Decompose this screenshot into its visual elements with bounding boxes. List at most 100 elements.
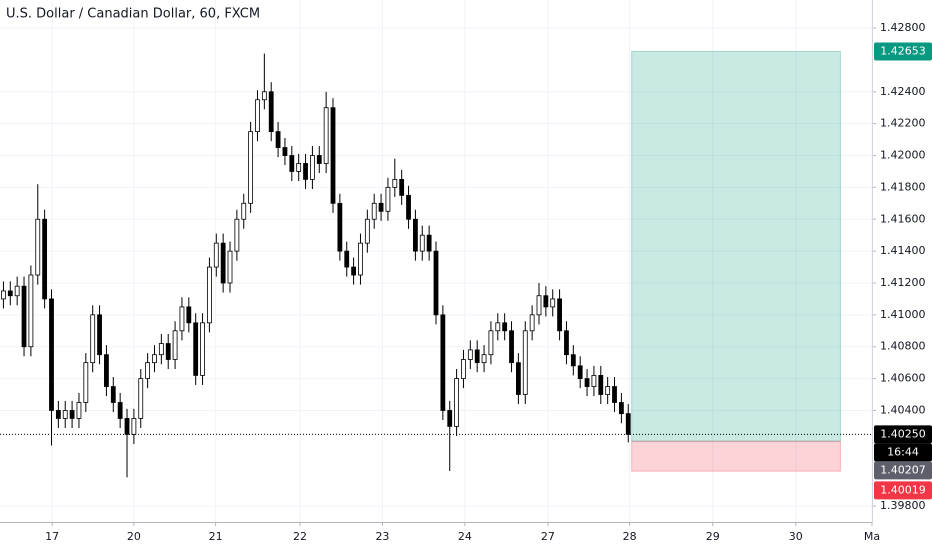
x-tick-label: 28 (623, 530, 637, 543)
candle-body (289, 155, 295, 172)
candle-body (591, 375, 597, 387)
candle-body (193, 322, 199, 376)
y-tick-label: 1.41600 (880, 212, 926, 225)
candle-body (7, 290, 13, 297)
candle-body (28, 274, 34, 348)
candle-body (433, 250, 439, 316)
candle-body (529, 314, 535, 332)
y-tick-label: 1.40800 (880, 340, 926, 353)
x-tick-label: 27 (541, 530, 555, 543)
x-tick-label: 20 (127, 530, 141, 543)
entry-label-box (874, 461, 932, 480)
candle-body (35, 218, 41, 276)
candle-body (426, 234, 432, 252)
candle-body (296, 163, 302, 172)
candle-body (152, 354, 157, 364)
candle-body (1, 290, 6, 300)
candle-body (495, 322, 501, 332)
candle-body (598, 375, 604, 395)
candle-body (117, 402, 123, 419)
candle-body (605, 386, 611, 395)
y-tick-label: 1.41200 (880, 276, 926, 289)
candle-body (69, 410, 75, 419)
entry-label: 1.40207 (880, 463, 926, 476)
candle-body (131, 418, 137, 435)
candle-body (227, 250, 233, 284)
candle-body (364, 218, 370, 244)
candle-body (461, 359, 466, 379)
countdown-box (874, 443, 932, 462)
y-tick-label: 1.40400 (880, 403, 926, 416)
candle-body (419, 234, 425, 252)
x-tick-label: Ma (864, 530, 880, 543)
candle-body (207, 266, 212, 324)
stop-label-box (874, 481, 932, 500)
candle-body (488, 330, 494, 356)
candle-body (104, 354, 109, 387)
y-tick-label: 1.42000 (880, 149, 926, 162)
candle-body (323, 107, 329, 164)
x-tick-label: 30 (789, 530, 803, 543)
candle-body (378, 202, 384, 212)
candle-body (502, 322, 508, 332)
candle-body (550, 298, 556, 308)
x-tick-label: 17 (45, 530, 59, 543)
candle-body (42, 218, 48, 300)
candle-body (165, 343, 171, 360)
candle-body (467, 349, 473, 360)
candle-body (371, 202, 377, 220)
y-tick-label: 1.42400 (880, 85, 926, 98)
candle-body (481, 354, 487, 364)
candle-body (220, 242, 226, 284)
candle-body (536, 295, 542, 316)
candle-body (358, 242, 363, 276)
candle-body (337, 202, 343, 252)
candle-body (413, 218, 418, 252)
candle-body (522, 330, 528, 395)
candle-body (158, 343, 164, 356)
candle-body (234, 218, 240, 252)
candle-body (447, 410, 453, 427)
candle-body (351, 266, 357, 276)
candle-body (440, 314, 446, 411)
candle-body (399, 179, 405, 196)
candle-body (261, 91, 267, 101)
candle-body (406, 194, 411, 220)
candle-body (509, 330, 514, 364)
candle-body (454, 378, 459, 427)
candle-body (392, 179, 398, 188)
candle-body (62, 410, 68, 419)
candle-body (172, 330, 178, 360)
candle-body (179, 306, 185, 332)
candle-body (241, 202, 247, 220)
candle-body (76, 402, 82, 419)
candle-body (55, 410, 61, 419)
candle-body (275, 131, 281, 148)
y-tick-label: 1.39800 (880, 499, 926, 512)
candle-body (584, 378, 590, 387)
y-tick-label: 1.42800 (880, 21, 926, 34)
y-tick-label: 1.42200 (880, 117, 926, 130)
candle-body (145, 362, 151, 379)
stop-label: 1.40019 (880, 483, 926, 496)
candle-body (474, 349, 480, 364)
candle-body (213, 242, 219, 268)
candle-body (344, 250, 350, 268)
candle-body (268, 91, 274, 133)
candle-body (385, 186, 391, 212)
candle-body (49, 298, 54, 411)
candle-body (83, 362, 89, 403)
y-tick-label: 1.41400 (880, 244, 926, 257)
candle-body (255, 99, 260, 133)
candle-body (200, 322, 205, 376)
candle-body (564, 330, 569, 356)
candle-body (330, 107, 336, 204)
candle-body (557, 298, 562, 332)
y-tick-label: 1.40600 (880, 372, 926, 385)
candle-body (138, 378, 144, 419)
x-tick-label: 23 (375, 530, 389, 543)
target-label-box (874, 42, 932, 61)
candle-body (186, 306, 192, 324)
candle-body (303, 163, 308, 180)
